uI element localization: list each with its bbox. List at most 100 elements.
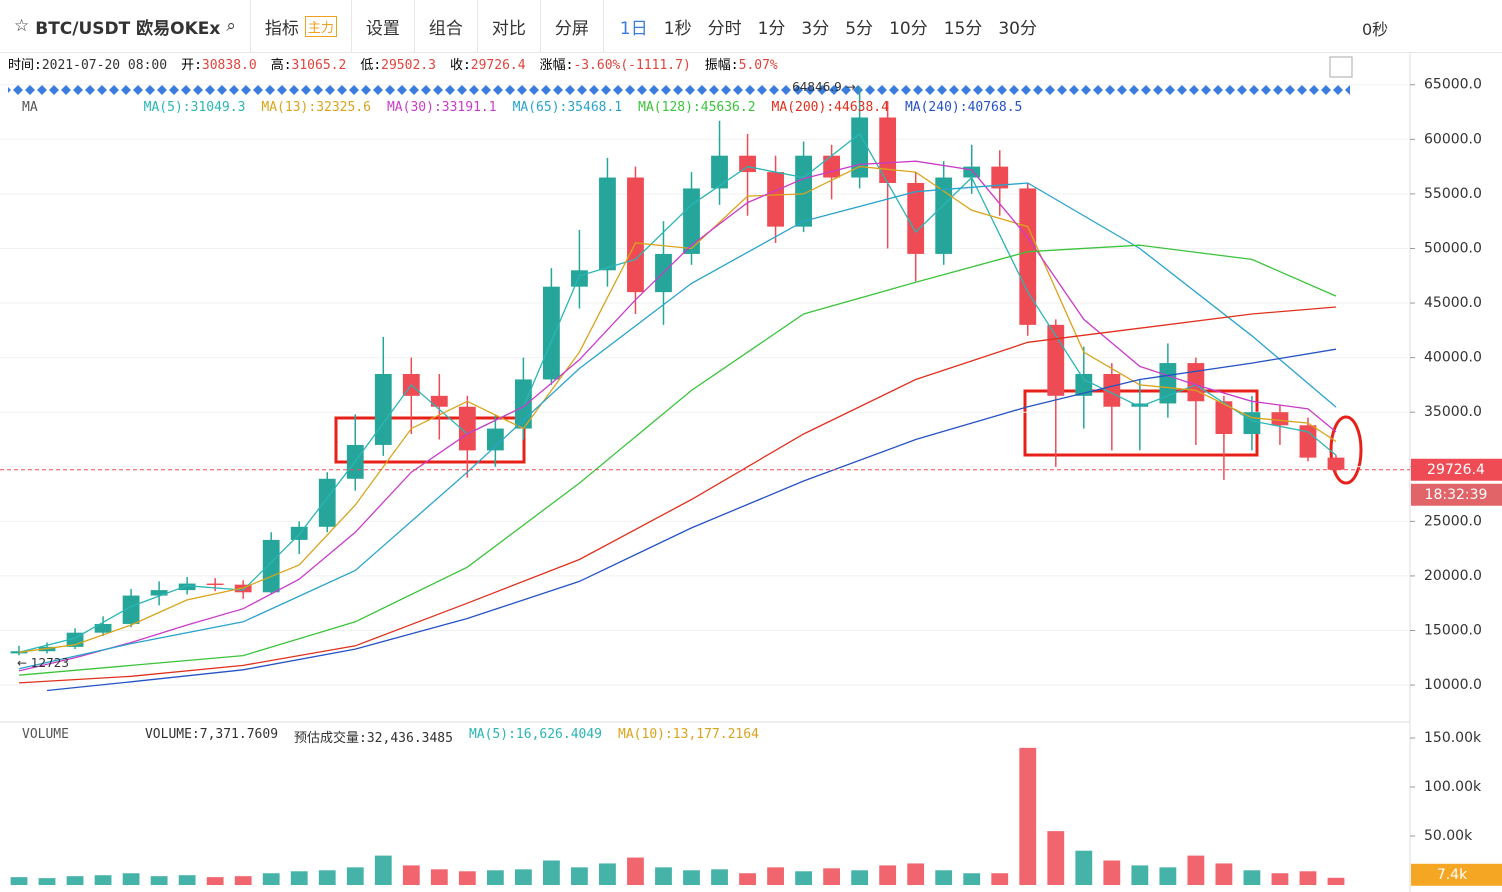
volume-bar xyxy=(150,876,168,885)
volume-bar xyxy=(1187,855,1205,885)
info-value: -3.60%(-1111.7) xyxy=(573,58,691,73)
interval[interactable]: 1分 xyxy=(757,18,786,39)
event-markers xyxy=(8,84,1350,96)
compare-label: 对比 xyxy=(491,18,526,39)
candle-body xyxy=(262,539,280,593)
toolbar: ☆ BTC/USDT 欧易OKEx ⌕ 指标 主力 设置 组合 对比 分屏 1日 1秒分… xyxy=(0,0,1502,53)
candle-body xyxy=(150,590,168,596)
candle-body xyxy=(823,155,841,178)
combo-label: 组合 xyxy=(428,18,463,39)
volume-legend-entry: VOLUME:7,371.7609 xyxy=(144,727,279,742)
combo-button[interactable]: 组合 xyxy=(415,0,478,52)
y-tick-label: 25000.0 xyxy=(1424,513,1482,529)
countdown-tag xyxy=(1411,483,1502,506)
volume-bar xyxy=(290,871,308,885)
y-tick-label: 15000.0 xyxy=(1424,622,1482,638)
volume-bar xyxy=(318,870,336,885)
ma-line xyxy=(18,132,1337,653)
volume-bar xyxy=(430,869,448,885)
legend-entry: MA(30):33191.1 xyxy=(386,100,497,115)
ma-line xyxy=(18,165,1337,653)
volume-bar xyxy=(122,873,140,885)
candle-body xyxy=(1075,373,1093,396)
volume-bar xyxy=(543,860,560,885)
candle-body xyxy=(935,177,953,254)
volume-bar xyxy=(346,867,364,885)
volume-bar xyxy=(1047,831,1065,885)
legend-entry: MA(13):32325.6 xyxy=(261,100,371,115)
chart-settings-icon[interactable] xyxy=(1329,56,1353,78)
volume-bar xyxy=(599,863,616,885)
volume-bar xyxy=(1327,877,1345,885)
volume-bar xyxy=(1271,873,1289,885)
volume-bar xyxy=(234,876,252,885)
ma-line xyxy=(18,306,1337,684)
candle-body xyxy=(318,478,336,527)
volume-bar xyxy=(206,877,224,885)
split-label: 分屏 xyxy=(554,18,589,39)
star-icon[interactable]: ☆ xyxy=(14,16,30,36)
indicator-button[interactable]: 指标 主力 xyxy=(251,0,352,52)
volume-bar xyxy=(991,873,1009,885)
volume-bar xyxy=(767,867,784,885)
volume-bar xyxy=(739,873,756,885)
split-button[interactable]: 分屏 xyxy=(541,0,604,52)
info-item: 收:29726.4 xyxy=(450,54,526,73)
candle-body xyxy=(94,623,112,633)
y-tick-label: 100.00k xyxy=(1424,779,1482,795)
interval[interactable]: 15分 xyxy=(943,18,983,39)
candle-body xyxy=(1019,188,1037,325)
interval[interactable]: 1日 xyxy=(619,18,648,39)
candle-body xyxy=(1159,363,1177,404)
volume-bar xyxy=(1159,867,1177,885)
interval[interactable]: 30分 xyxy=(998,18,1037,39)
candle-body xyxy=(486,428,504,451)
info-label: 时间: xyxy=(8,58,42,73)
compare-button[interactable]: 对比 xyxy=(478,0,541,52)
annotation: ← 12723 xyxy=(17,656,69,670)
info-label: 高: xyxy=(270,58,292,73)
info-value: 29726.4 xyxy=(470,58,526,73)
volume-bar xyxy=(458,871,476,885)
info-value: 29502.3 xyxy=(381,58,436,73)
candle-body xyxy=(178,583,196,591)
intervals: 1日 1秒 分时 1分 3分 5分 10分 15分 30分 xyxy=(604,14,1053,39)
candle-body xyxy=(963,166,981,178)
interval[interactable]: 3分 xyxy=(801,18,830,39)
interval[interactable]: 5分 xyxy=(845,18,874,39)
search-icon[interactable]: ⌕ xyxy=(226,16,236,36)
legend-entry: MA(128):45636.2 xyxy=(638,100,756,115)
interval[interactable]: 10分 xyxy=(889,18,928,39)
legend-entry: MA(5):31049.3 xyxy=(143,100,246,115)
candle-body xyxy=(1299,425,1317,458)
symbol-group[interactable]: ☆ BTC/USDT 欧易OKEx ⌕ xyxy=(0,0,251,52)
volume-tag-label: 7.4k xyxy=(1437,867,1468,883)
interval[interactable]: 分时 xyxy=(707,18,742,39)
y-tick-label: 60000.0 xyxy=(1424,131,1482,147)
timer: 0秒 xyxy=(1362,20,1389,39)
settings-button[interactable]: 设置 xyxy=(352,0,415,52)
price-tag-label: 29726.4 xyxy=(1427,462,1485,478)
volume-bar xyxy=(851,870,869,885)
info-item: 涨幅:-3.60%(-1111.7) xyxy=(540,54,691,73)
legend-entry: MA(240):40768.5 xyxy=(904,100,1023,115)
volume-legend: VOLUME VOLUME:7,371.7609 预估成交量:32,436.3485… xyxy=(22,727,759,746)
volume-bar xyxy=(94,875,112,885)
y-tick-label: 65000.0 xyxy=(1424,77,1482,93)
volume-bar xyxy=(655,867,672,885)
volume-legend-entry: MA(10):13,177.2164 xyxy=(618,727,759,742)
candle-body xyxy=(851,117,869,178)
volume-legend-entry: MA(5):16,626.4049 xyxy=(468,727,603,742)
interval[interactable]: 1秒 xyxy=(663,18,692,39)
info-label: 低: xyxy=(360,58,382,73)
info-bar: 时间:2021-07-20 08:00 开:30838.0 高:31065.2 低:2… xyxy=(8,54,778,73)
candle-body xyxy=(683,188,700,254)
volume-bar xyxy=(66,876,84,885)
legend-entry: MA(200):44638.4 xyxy=(771,100,889,115)
ma-line xyxy=(18,182,1337,670)
countdown-label: 18:32:39 xyxy=(1425,487,1488,503)
volume-bar xyxy=(486,870,504,885)
candle-body xyxy=(879,117,897,183)
highlight-ellipse xyxy=(1329,415,1363,485)
